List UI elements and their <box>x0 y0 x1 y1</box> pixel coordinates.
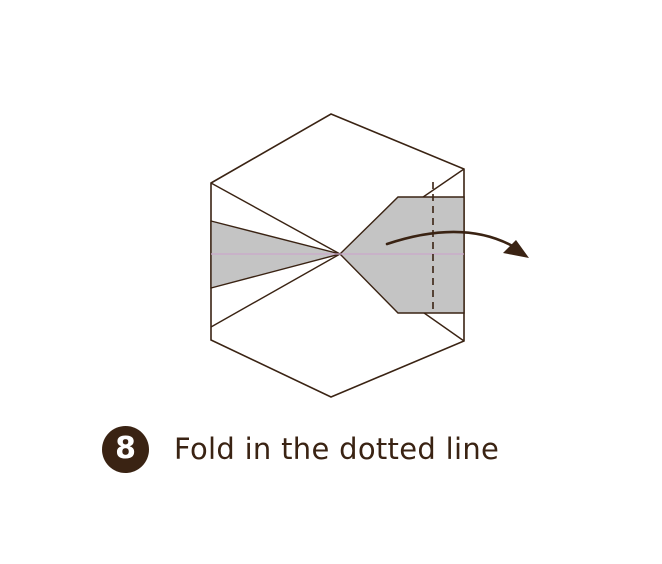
step-caption: 8 Fold in the dotted line <box>102 425 499 473</box>
step-number-badge: 8 <box>102 425 149 473</box>
crease-upper-left <box>210 182 341 255</box>
step-instruction: Fold in the dotted line <box>174 432 500 466</box>
crease-lower-left <box>210 253 341 328</box>
curved-arrow-right-icon <box>385 230 529 258</box>
